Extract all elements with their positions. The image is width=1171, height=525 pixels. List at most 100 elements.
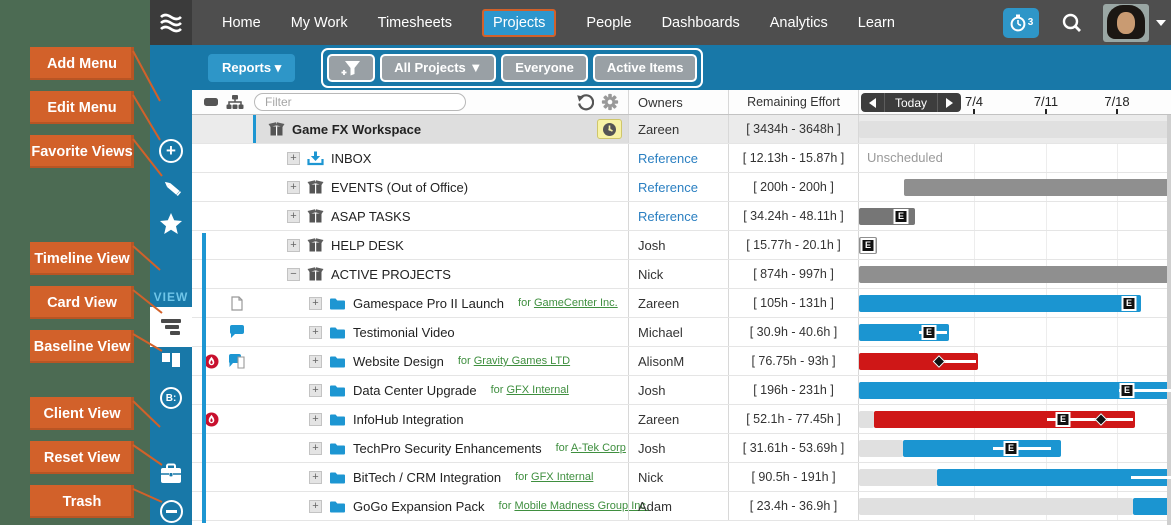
gantt-cell[interactable] <box>858 173 1171 201</box>
card-view-button[interactable] <box>150 350 192 370</box>
timer-button[interactable]: 3 <box>1003 8 1039 38</box>
item-name[interactable]: Game FX Workspace <box>292 122 421 137</box>
table-row[interactable]: + HELP DESK Josh [ 15.77h - 20.1h ] E <box>192 231 1171 260</box>
gantt-bar[interactable] <box>859 469 937 486</box>
expand-toggle[interactable]: + <box>309 413 322 426</box>
account-menu-caret-icon[interactable] <box>1156 20 1166 26</box>
item-name[interactable]: HELP DESK <box>331 238 404 253</box>
gantt-next-button[interactable] <box>938 93 961 112</box>
client-link[interactable]: for A-Tek Corp <box>556 442 626 454</box>
owner-cell[interactable]: Reference <box>628 144 728 172</box>
nav-item-analytics[interactable]: Analytics <box>770 15 828 31</box>
item-name[interactable]: ACTIVE PROJECTS <box>331 267 451 282</box>
expand-toggle[interactable]: + <box>309 326 322 339</box>
owner-cell[interactable]: Reference <box>628 202 728 230</box>
gantt-bar[interactable] <box>904 179 1171 196</box>
today-button[interactable]: Today <box>884 93 938 112</box>
gantt-cell[interactable] <box>858 463 1171 491</box>
gantt-cell[interactable]: Unscheduled <box>858 144 1171 172</box>
favorite-views-button[interactable] <box>150 212 192 235</box>
gantt-cell[interactable] <box>858 347 1171 375</box>
gantt-bar[interactable] <box>1133 498 1171 515</box>
table-row[interactable]: Game FX Workspace Zareen [ 3434h - 3648h… <box>192 115 1171 144</box>
gear-icon[interactable] <box>601 93 619 111</box>
client-link[interactable]: for GFX Internal <box>515 471 593 483</box>
table-row[interactable]: + Website Design for Gravity Games LTD A… <box>192 347 1171 376</box>
edit-menu-button[interactable] <box>150 176 192 198</box>
nav-item-my-work[interactable]: My Work <box>291 15 348 31</box>
expand-toggle[interactable]: − <box>287 268 300 281</box>
item-name[interactable]: INBOX <box>331 151 371 166</box>
user-avatar[interactable] <box>1103 4 1149 42</box>
effort-column-header[interactable]: Remaining Effort <box>728 90 858 114</box>
owners-column-header[interactable]: Owners <box>628 90 728 114</box>
add-menu-button[interactable]: + <box>150 139 192 163</box>
search-icon[interactable] <box>1061 12 1083 34</box>
owner-cell[interactable]: Reference <box>628 173 728 201</box>
expand-toggle[interactable]: + <box>309 297 322 310</box>
filter-button[interactable]: All Projects ▼ <box>380 54 496 82</box>
reset-view-button[interactable] <box>150 500 192 523</box>
alert-badge[interactable] <box>597 119 622 139</box>
table-row[interactable]: + InfoHub Integration Zareen [ 52.1h - 7… <box>192 405 1171 434</box>
undo-icon[interactable] <box>576 93 594 111</box>
expected-finish-marker[interactable]: E <box>1056 412 1071 427</box>
nav-item-timesheets[interactable]: Timesheets <box>378 15 452 31</box>
table-row[interactable]: − ACTIVE PROJECTS Nick [ 874h - 997h ] <box>192 260 1171 289</box>
item-name[interactable]: Data Center Upgrade <box>353 383 477 398</box>
item-name[interactable]: TechPro Security Enhancements <box>353 441 542 456</box>
gantt-bar[interactable] <box>859 121 1171 138</box>
table-row[interactable]: + ASAP TASKS Reference [ 34.24h - 48.11h… <box>192 202 1171 231</box>
client-link[interactable]: for Gravity Games LTD <box>458 355 570 367</box>
filter-button[interactable]: Active Items <box>593 54 698 82</box>
gantt-bar[interactable] <box>859 440 903 457</box>
item-name[interactable]: BitTech / CRM Integration <box>353 470 501 485</box>
item-name[interactable]: Website Design <box>353 354 444 369</box>
client-link[interactable]: for GFX Internal <box>491 384 569 396</box>
expected-finish-marker[interactable]: E <box>861 238 876 253</box>
nav-item-dashboards[interactable]: Dashboards <box>662 15 740 31</box>
gantt-bar[interactable] <box>859 266 1171 283</box>
gantt-cell[interactable] <box>858 115 1171 143</box>
nav-item-projects[interactable]: Projects <box>482 9 556 37</box>
nav-item-home[interactable]: Home <box>222 15 261 31</box>
item-name[interactable]: InfoHub Integration <box>353 412 464 427</box>
filter-button[interactable]: Everyone <box>501 54 588 82</box>
table-row[interactable]: + EVENTS (Out of Office) Reference [ 200… <box>192 173 1171 202</box>
expected-finish-marker[interactable]: E <box>1004 441 1019 456</box>
gantt-bar[interactable] <box>859 411 874 428</box>
expected-finish-marker[interactable]: E <box>1120 383 1135 398</box>
gantt-cell[interactable]: E <box>858 376 1171 404</box>
reports-button[interactable]: Reports ▾ <box>208 54 295 82</box>
gantt-cell[interactable] <box>858 260 1171 288</box>
client-link[interactable]: for Mobile Madness Group Inc. <box>499 500 649 512</box>
gantt-cell[interactable]: E <box>858 289 1171 317</box>
nav-item-learn[interactable]: Learn <box>858 15 895 31</box>
gantt-cell[interactable]: E <box>858 231 1171 259</box>
add-filter-button[interactable] <box>327 54 375 82</box>
nav-item-people[interactable]: People <box>586 15 631 31</box>
expand-toggle[interactable]: + <box>287 239 300 252</box>
expand-toggle[interactable]: + <box>287 181 300 194</box>
gantt-cell[interactable]: E <box>858 318 1171 346</box>
expand-toggle[interactable]: + <box>287 152 300 165</box>
gantt-cell[interactable]: E <box>858 405 1171 433</box>
expected-finish-marker[interactable]: E <box>1122 296 1137 311</box>
item-name[interactable]: Gamespace Pro II Launch <box>353 296 504 311</box>
table-row[interactable]: + GoGo Expansion Pack for Mobile Madness… <box>192 492 1171 521</box>
app-logo[interactable] <box>150 0 192 45</box>
gantt-cell[interactable] <box>858 492 1171 520</box>
expand-toggle[interactable]: + <box>309 500 322 513</box>
table-row[interactable]: + TechPro Security Enhancements for A-Te… <box>192 434 1171 463</box>
gantt-bar[interactable] <box>859 498 1133 515</box>
item-name[interactable]: ASAP TASKS <box>331 209 411 224</box>
filter-input[interactable] <box>254 93 466 111</box>
expected-finish-marker[interactable]: E <box>922 325 937 340</box>
table-row[interactable]: + BitTech / CRM Integration for GFX Inte… <box>192 463 1171 492</box>
expand-toggle[interactable]: + <box>309 355 322 368</box>
hierarchy-view-icon[interactable] <box>226 94 244 110</box>
item-name[interactable]: Testimonial Video <box>353 325 455 340</box>
expand-toggle[interactable]: + <box>309 471 322 484</box>
expand-toggle[interactable]: + <box>287 210 300 223</box>
table-row[interactable]: + Gamespace Pro II Launch for GameCenter… <box>192 289 1171 318</box>
